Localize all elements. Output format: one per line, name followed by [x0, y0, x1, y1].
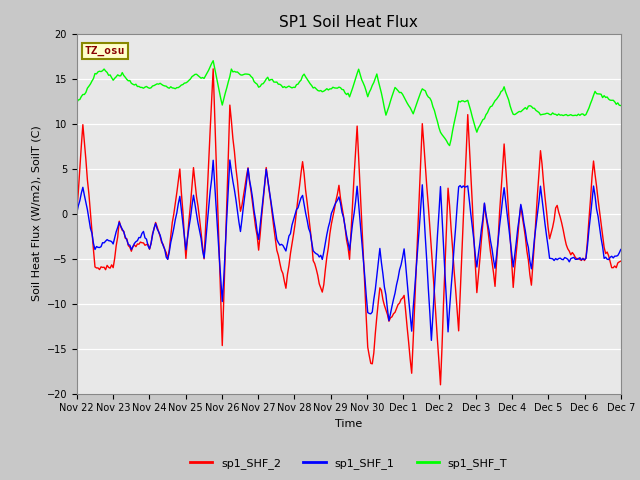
sp1_SHF_1 — [255, 237, 262, 242]
sp1_SHF_2 — [237, 208, 244, 214]
sp1_SHF_T — [237, 72, 244, 78]
sp1_SHF_1 — [73, 210, 81, 216]
sp1_SHF_2 — [140, 240, 147, 246]
sp1_SHF_1 — [140, 228, 147, 234]
sp1_SHF_1 — [264, 177, 271, 182]
Title: SP1 Soil Heat Flux: SP1 Soil Heat Flux — [280, 15, 418, 30]
sp1_SHF_T — [312, 86, 320, 92]
sp1_SHF_T — [255, 84, 262, 90]
Line: sp1_SHF_1: sp1_SHF_1 — [77, 160, 621, 340]
Y-axis label: Soil Heat Flux (W/m2), SoilT (C): Soil Heat Flux (W/m2), SoilT (C) — [31, 126, 41, 301]
sp1_SHF_2 — [589, 158, 597, 164]
sp1_SHF_T — [140, 85, 147, 91]
sp1_SHF_1 — [617, 247, 625, 252]
X-axis label: Time: Time — [335, 419, 362, 429]
sp1_SHF_1 — [589, 183, 597, 189]
sp1_SHF_T — [445, 143, 453, 148]
sp1_SHF_2 — [264, 177, 271, 182]
sp1_SHF_T — [617, 103, 625, 108]
Line: sp1_SHF_T: sp1_SHF_T — [77, 60, 621, 145]
sp1_SHF_1 — [237, 228, 244, 234]
sp1_SHF_2 — [255, 247, 262, 253]
sp1_SHF_T — [209, 58, 217, 63]
sp1_SHF_T — [589, 93, 597, 98]
sp1_SHF_1 — [312, 251, 320, 257]
Legend: sp1_SHF_2, sp1_SHF_1, sp1_SHF_T: sp1_SHF_2, sp1_SHF_1, sp1_SHF_T — [186, 453, 512, 473]
sp1_SHF_2 — [209, 66, 217, 72]
sp1_SHF_2 — [73, 208, 81, 214]
sp1_SHF_1 — [226, 157, 234, 163]
sp1_SHF_2 — [436, 382, 444, 388]
sp1_SHF_1 — [428, 337, 435, 343]
sp1_SHF_T — [73, 99, 81, 105]
sp1_SHF_2 — [312, 266, 320, 272]
sp1_SHF_T — [264, 74, 271, 80]
sp1_SHF_2 — [617, 258, 625, 264]
Line: sp1_SHF_2: sp1_SHF_2 — [77, 69, 621, 385]
Text: TZ_osu: TZ_osu — [85, 46, 125, 57]
